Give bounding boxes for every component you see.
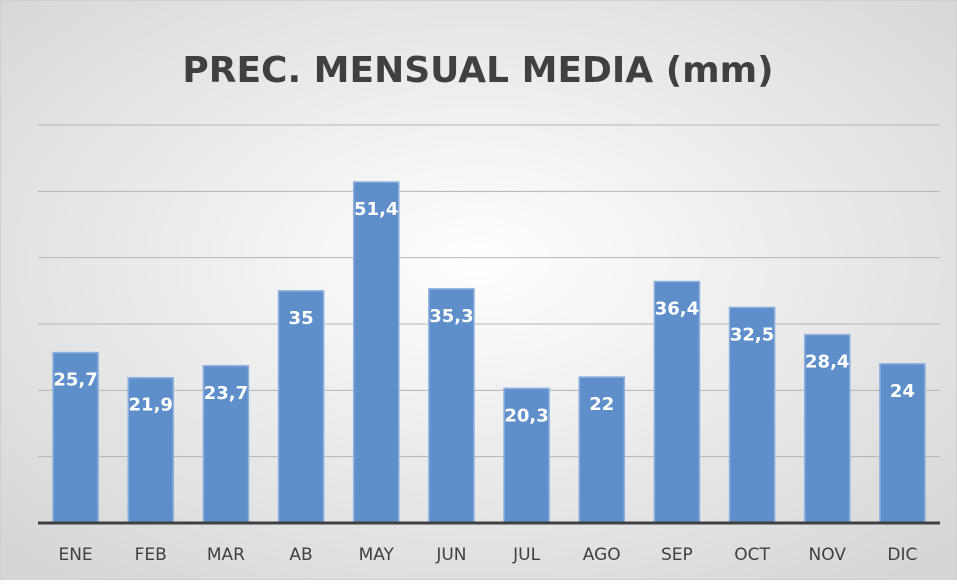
x-tick-label: MAY (359, 545, 395, 565)
bar (728, 306, 776, 524)
x-tick-label: MAR (207, 545, 245, 565)
bar (277, 290, 325, 524)
bar (879, 363, 926, 524)
x-tick-label: OCT (734, 545, 770, 565)
bar (127, 376, 175, 524)
data-label: 32,5 (730, 324, 774, 345)
x-tick-label: AB (289, 545, 312, 565)
data-label: 24 (890, 381, 915, 402)
data-label: 35,3 (429, 306, 473, 327)
x-tick-label: NOV (809, 545, 847, 565)
data-label: 35 (289, 308, 314, 329)
bars (52, 181, 926, 524)
data-label: 22 (589, 394, 614, 415)
bar (803, 333, 851, 524)
data-label: 25,7 (53, 370, 97, 391)
x-tick-label: SEP (661, 545, 693, 565)
data-label: 20,3 (504, 405, 548, 426)
bar (503, 387, 550, 524)
bar (428, 288, 475, 524)
x-tick-label: AGO (583, 545, 621, 565)
labels: ENE 25,7 FEB 21,9 MAR 23,7 AB 35 MAY 51,4 JUN 35,3 J… (53, 199, 917, 565)
bar (653, 280, 701, 524)
x-tick-label: JUN (435, 545, 466, 565)
data-label: 23,7 (204, 383, 248, 404)
data-label: 36,4 (655, 299, 699, 320)
data-label: 51,4 (354, 199, 398, 220)
x-tick-label: DIC (887, 545, 917, 565)
x-tick-label: ENE (58, 545, 92, 565)
bar (52, 351, 99, 524)
data-label: 28,4 (805, 352, 849, 373)
chart-title: PREC. MENSUAL MEDIA (mm) (182, 50, 773, 91)
data-label: 21,9 (129, 395, 173, 416)
grid (38, 124, 940, 458)
bar (202, 365, 250, 524)
x-tick-label: JUL (512, 545, 540, 565)
x-tick-label: FEB (135, 545, 167, 565)
bar (352, 181, 400, 524)
